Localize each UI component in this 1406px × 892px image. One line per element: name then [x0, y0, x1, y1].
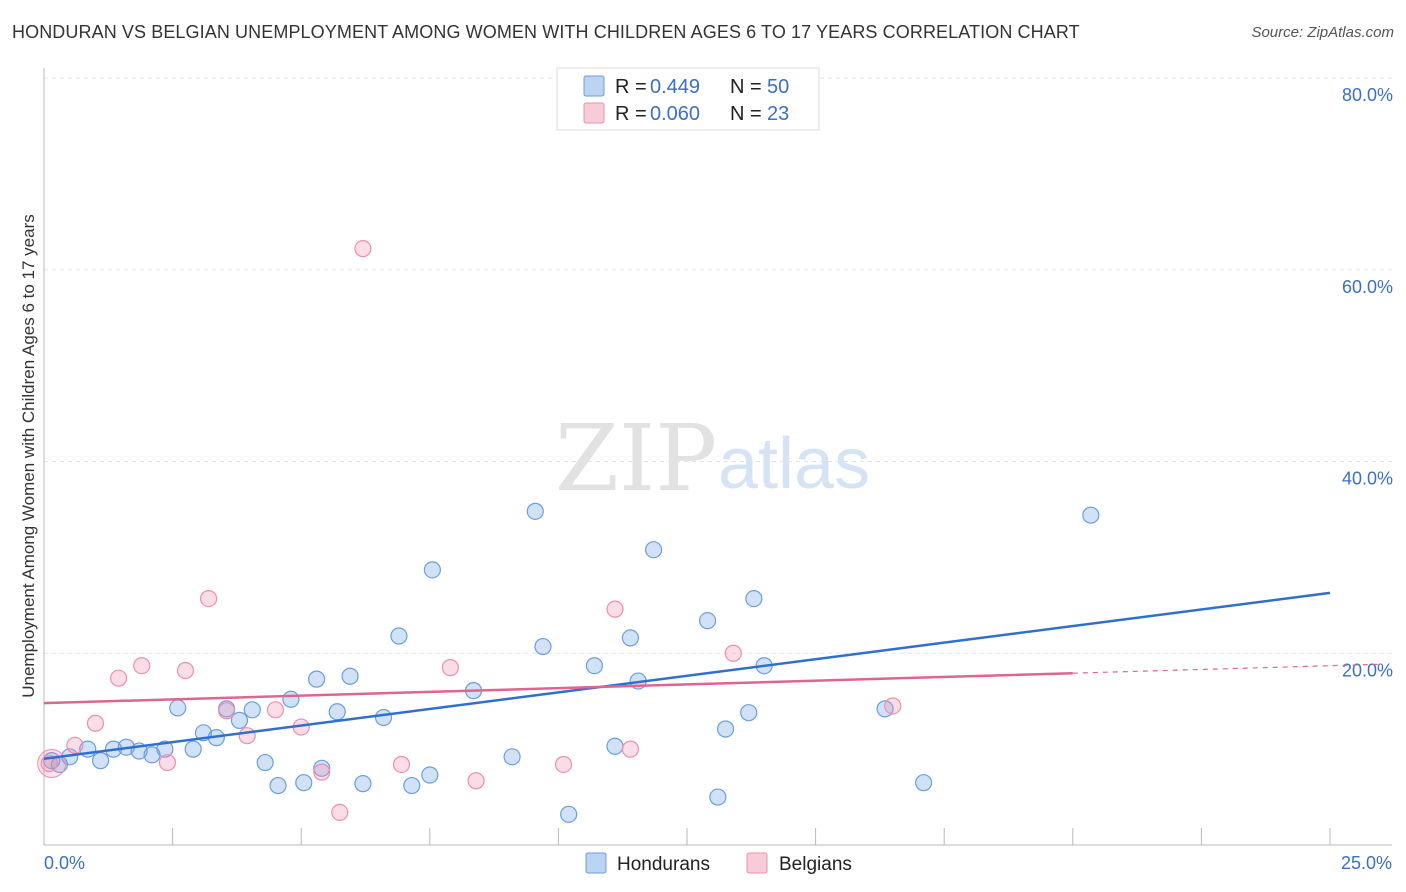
belgians-point-13 — [331, 803, 349, 822]
belgians-point-18 — [554, 755, 573, 774]
belgians-point-7 — [200, 590, 218, 608]
x-tick-label-min: 0.0% — [44, 853, 85, 873]
watermark-zip: ZIP — [555, 405, 717, 512]
hondurans-point-18 — [269, 776, 287, 795]
legend-box — [556, 67, 820, 131]
hondurans-point-28 — [403, 776, 421, 795]
x-axis-ticks — [43, 828, 1331, 845]
legend-r-label-belgians: R = — [615, 103, 647, 125]
bottom-legend-swatch-hondurans — [585, 852, 607, 874]
belgians-trend-line-extension — [1072, 663, 1381, 674]
gridlines — [44, 77, 1392, 654]
legend-swatch-belgians — [583, 102, 605, 124]
hondurans-point-25 — [354, 775, 372, 793]
belgians-point-4 — [133, 657, 151, 675]
belgians-point-3 — [109, 669, 128, 687]
hondurans-point-36 — [585, 657, 604, 675]
hondurans-point-21 — [308, 670, 326, 688]
belgians-point-21 — [724, 644, 742, 662]
hondurans-point-30 — [423, 561, 441, 579]
x-tick-label-max: 25.0% — [1341, 853, 1392, 873]
hondurans-point-44 — [740, 704, 758, 722]
trend-layer — [43, 591, 1381, 760]
legend-swatch-hondurans — [583, 75, 605, 97]
belgians-point-15 — [392, 755, 411, 774]
bottom-legend-label-belgians: Belgians — [779, 854, 852, 875]
belgians-trend-line — [43, 671, 1073, 705]
hondurans-point-41 — [698, 612, 717, 630]
watermark-atlas: atlas — [718, 424, 870, 504]
hondurans-point-26 — [374, 708, 393, 727]
hondurans-point-24 — [341, 667, 359, 685]
hondurans-point-38 — [621, 629, 640, 647]
bottom-legend-label-hondurans: Hondurans — [617, 854, 710, 875]
legend-n-value-hondurans: 50 — [767, 76, 789, 98]
hondurans-point-34 — [534, 637, 552, 656]
belgians-point-1 — [66, 736, 84, 754]
legend-n-label-belgians: N = — [730, 103, 762, 125]
hondurans-point-15 — [230, 711, 249, 729]
belgians-point-2 — [86, 714, 105, 732]
bottom-legend: Hondurans Belgians — [585, 852, 852, 875]
hondurans-trend-line — [43, 591, 1331, 760]
legend: R = 0.449 N = 50 R = 0.060 N = 23 — [556, 67, 820, 131]
belgians-point-22 — [884, 697, 902, 715]
belgians-point-19 — [606, 600, 624, 618]
belgians-point-20 — [621, 740, 640, 758]
hondurans-point-9 — [156, 740, 174, 758]
y-tick-label-20: 20.0% — [1342, 660, 1393, 680]
belgians-point-10 — [266, 701, 285, 719]
belgians-point-16 — [441, 659, 459, 677]
hondurans-point-33 — [526, 502, 544, 520]
belgians-point-14 — [354, 240, 372, 258]
hondurans-point-19 — [282, 690, 300, 708]
legend-r-value-hondurans: 0.449 — [650, 76, 700, 98]
belgians-cluster-point — [37, 749, 67, 779]
hondurans-point-45 — [745, 590, 763, 608]
legend-r-label-hondurans: R = — [615, 76, 647, 98]
belgians-point-8 — [218, 702, 236, 720]
bottom-legend-swatch-belgians — [746, 852, 768, 874]
hondurans-point-48 — [915, 774, 933, 792]
hondurans-point-37 — [606, 737, 624, 755]
y-axis-label: Unemployment Among Women with Children A… — [19, 214, 38, 698]
hondurans-point-4 — [91, 752, 110, 770]
belgians-point-12 — [313, 763, 331, 781]
belgians-point-9 — [238, 727, 256, 745]
y-tick-label-80: 80.0% — [1342, 85, 1393, 105]
legend-n-label-hondurans: N = — [730, 76, 762, 98]
y-tick-label-60: 60.0% — [1342, 277, 1393, 297]
chart-title: HONDURAN VS BELGIAN UNEMPLOYMENT AMONG W… — [12, 22, 1080, 42]
points-layer — [37, 240, 1100, 823]
legend-r-value-belgians: 0.060 — [650, 103, 700, 125]
hondurans-point-40 — [644, 541, 663, 559]
hondurans-point-23 — [328, 703, 346, 721]
hondurans-point-22 — [313, 759, 331, 777]
belgians-point-5 — [158, 753, 177, 772]
y-axis-tick-labels: 20.0% 40.0% 60.0% 80.0% — [1342, 85, 1393, 680]
hondurans-point-17 — [256, 753, 274, 772]
legend-n-value-belgians: 23 — [767, 103, 789, 125]
hondurans-point-42 — [709, 788, 727, 806]
hondurans-point-32 — [503, 748, 521, 766]
hondurans-point-29 — [421, 766, 439, 784]
hondurans-point-49 — [1082, 506, 1100, 524]
y-tick-label-40: 40.0% — [1342, 469, 1393, 489]
hondurans-point-16 — [243, 701, 261, 719]
belgians-point-6 — [176, 661, 195, 680]
hondurans-point-10 — [169, 699, 187, 717]
belgians-point-17 — [467, 772, 485, 790]
hondurans-point-35 — [560, 805, 578, 823]
hondurans-point-43 — [716, 720, 735, 738]
hondurans-point-11 — [184, 740, 202, 758]
hondurans-point-27 — [390, 627, 408, 645]
chart-source: Source: ZipAtlas.com — [1251, 24, 1394, 41]
hondurans-point-20 — [295, 774, 313, 792]
